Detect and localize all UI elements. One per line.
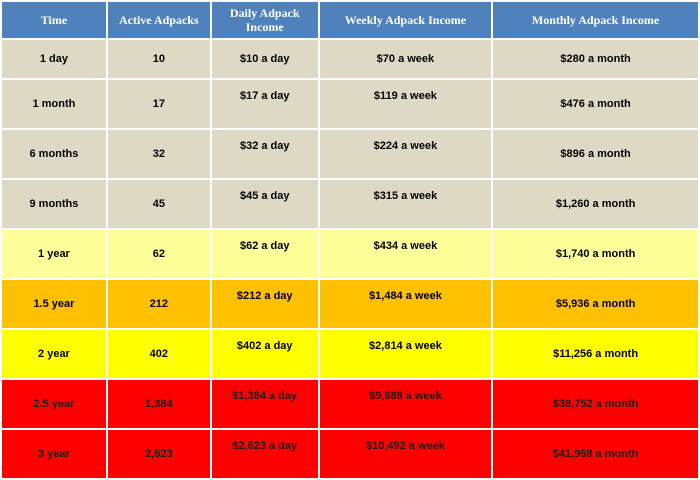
adpacks-cell: 1,384 [107,380,210,428]
adpacks-cell: 402 [107,330,210,378]
table-row: 2.5 year 1,384 $1,384 a day $9,688 a wee… [2,380,698,428]
daily-cell: $402 a day [211,330,318,378]
monthly-cell: $5,936 a month [493,280,698,328]
table-row: 9 months 45 $45 a day $315 a week $1,260… [2,180,698,228]
table-row: 1 year 62 $62 a day $434 a week $1,740 a… [2,230,698,278]
weekly-cell: $2,814 a week [319,330,492,378]
adpacks-cell: 2,623 [107,430,210,478]
monthly-cell: $1,260 a month [493,180,698,228]
time-cell: 1.5 year [2,280,106,328]
daily-cell: $32 a day [211,130,318,178]
weekly-cell: $315 a week [319,180,492,228]
header-weekly-income: Weekly Adpack Income [319,2,492,38]
daily-cell: $10 a day [211,40,318,78]
adpacks-cell: 212 [107,280,210,328]
monthly-cell: $41,968 a month [493,430,698,478]
header-active-adpacks: Active Adpacks [107,2,210,38]
weekly-cell: $224 a week [319,130,492,178]
adpacks-cell: 62 [107,230,210,278]
daily-cell: $1,384 a day [211,380,318,428]
table-row: 3 year 2,623 $2,623 a day $10,492 a week… [2,430,698,478]
monthly-cell: $11,256 a month [493,330,698,378]
daily-cell: $212 a day [211,280,318,328]
monthly-cell: $1,740 a month [493,230,698,278]
monthly-cell: $280 a month [493,40,698,78]
time-cell: 2 year [2,330,106,378]
daily-cell: $62 a day [211,230,318,278]
monthly-cell: $896 a month [493,130,698,178]
weekly-cell: $119 a week [319,80,492,128]
weekly-cell: $9,688 a week [319,380,492,428]
adpacks-cell: 32 [107,130,210,178]
weekly-cell: $1,484 a week [319,280,492,328]
header-daily-income: Daily Adpack Income [211,2,318,38]
table-row: 1 month 17 $17 a day $119 a week $476 a … [2,80,698,128]
time-cell: 3 year [2,430,106,478]
time-cell: 6 months [2,130,106,178]
adpacks-cell: 17 [107,80,210,128]
time-cell: 9 months [2,180,106,228]
adpacks-cell: 10 [107,40,210,78]
table-row: 1 day 10 $10 a day $70 a week $280 a mon… [2,40,698,78]
header-monthly-income: Monthly Adpack Income [493,2,698,38]
header-time: Time [2,2,106,38]
time-cell: 1 day [2,40,106,78]
weekly-cell: $10,492 a week [319,430,492,478]
adpacks-cell: 45 [107,180,210,228]
monthly-cell: $38,752 a month [493,380,698,428]
time-cell: 1 year [2,230,106,278]
table-row: 6 months 32 $32 a day $224 a week $896 a… [2,130,698,178]
weekly-cell: $70 a week [319,40,492,78]
time-cell: 1 month [2,80,106,128]
daily-cell: $45 a day [211,180,318,228]
time-cell: 2.5 year [2,380,106,428]
header-row: Time Active Adpacks Daily Adpack Income … [2,2,698,38]
table-row: 1.5 year 212 $212 a day $1,484 a week $5… [2,280,698,328]
table-row: 2 year 402 $402 a day $2,814 a week $11,… [2,330,698,378]
daily-cell: $17 a day [211,80,318,128]
daily-cell: $2,623 a day [211,430,318,478]
weekly-cell: $434 a week [319,230,492,278]
monthly-cell: $476 a month [493,80,698,128]
